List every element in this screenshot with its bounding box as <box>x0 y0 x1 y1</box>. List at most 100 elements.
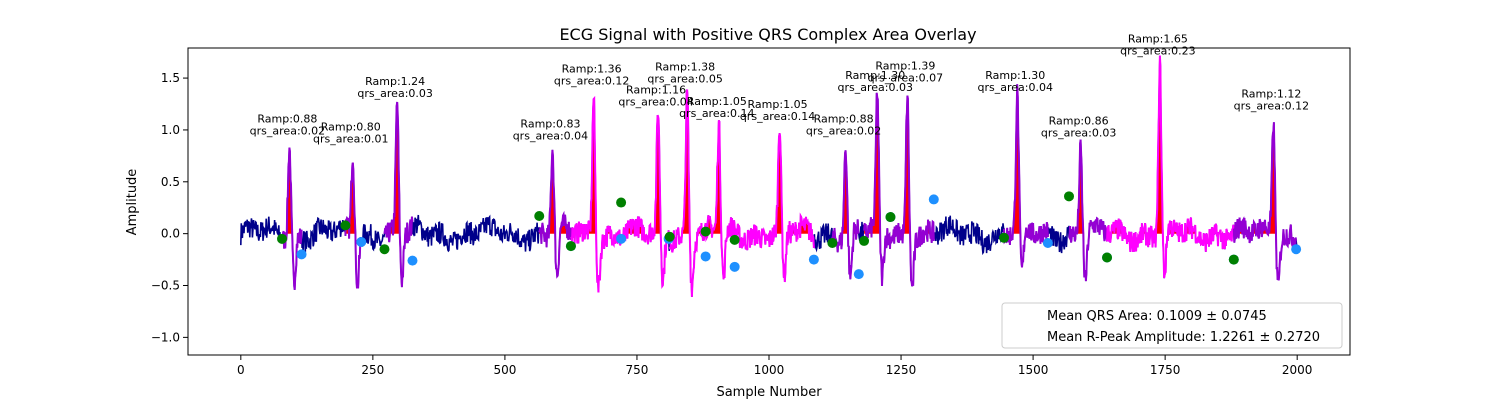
ramp-annotation-1: Ramp:0.80 <box>321 121 381 134</box>
qrs-area-annotation-13: qrs_area:0.03 <box>1041 126 1116 139</box>
x-tick-label-3: 750 <box>626 363 649 377</box>
qrs-offset-marker-1 <box>356 236 367 247</box>
qrs-offset-marker-7 <box>729 261 740 272</box>
y-tick-label-4: 1.0 <box>161 123 180 137</box>
y-tick-label-0: −1.0 <box>151 330 180 344</box>
qrs-offset-marker-4 <box>616 233 627 244</box>
qrs-onset-marker-11 <box>885 212 896 223</box>
qrs-area-annotation-8: qrs_area:0.14 <box>740 110 815 123</box>
ramp-annotation-3: Ramp:0.83 <box>520 118 580 131</box>
qrs-offset-marker-9 <box>853 269 864 280</box>
x-tick-label-6: 1500 <box>1018 363 1049 377</box>
qrs-onset-marker-12 <box>999 232 1010 243</box>
ramp-annotation-10: Ramp:1.30 <box>845 69 905 82</box>
qrs-area-fill-14 <box>1107 55 1224 234</box>
qrs-area-fill-12 <box>1004 84 1048 234</box>
axes: 0 250 500 750 1000 1250 1500 1750 2000 −1.0 −0.5 0.… <box>151 71 1313 377</box>
qrs-area-annotation-5: qrs_area:0.04 <box>618 95 693 108</box>
qrs-area-fill-15 <box>1233 122 1290 234</box>
qrs-onset-marker-6 <box>664 231 675 242</box>
qrs-onset-marker-14 <box>1102 252 1113 263</box>
x-tick-label-8: 2000 <box>1282 363 1313 377</box>
qrs-onset-marker-0 <box>277 233 288 244</box>
qrs-area-annotation-12: qrs_area:0.04 <box>978 81 1053 94</box>
qrs-offset-marker-6 <box>700 251 711 262</box>
qrs-offset-marker-0 <box>296 249 307 260</box>
qrs-segment-0 <box>281 147 303 290</box>
ramp-annotation-6: Ramp:1.38 <box>655 61 715 74</box>
qrs-area-annotation-14: qrs_area:0.23 <box>1120 45 1195 58</box>
ramp-annotation-12: Ramp:1.30 <box>985 69 1045 82</box>
ramp-annotation-7: Ramp:1.05 <box>687 95 747 108</box>
qrs-onset-marker-4 <box>565 241 576 252</box>
qrs-area-fill-10 <box>864 92 891 234</box>
ramp-annotation-9: Ramp:0.88 <box>814 112 874 125</box>
qrs-offset-marker-15 <box>1291 244 1302 255</box>
y-tick-label-3: 0.5 <box>161 175 180 189</box>
legend-mean-qrs-area: Mean QRS Area: 0.1009 ± 0.0745 <box>1047 309 1267 324</box>
qrs-onset-marker-1 <box>340 220 351 231</box>
qrs-segment-6 <box>668 89 707 297</box>
qrs-onset-marker-2 <box>379 244 390 255</box>
y-axis-label: Amplitude <box>125 169 140 236</box>
qrs-onset-marker-7 <box>700 226 711 237</box>
qrs-area-annotation-1: qrs_area:0.01 <box>313 133 388 146</box>
y-tick-label-5: 1.5 <box>161 71 180 85</box>
qrs-onset-marker-10 <box>859 235 870 246</box>
x-tick-label-1: 250 <box>361 363 384 377</box>
legend-mean-r-peak-amplitude: Mean R-Peak Amplitude: 1.2261 ± 0.2720 <box>1047 330 1320 345</box>
chart-title: ECG Signal with Positive QRS Complex Are… <box>559 25 976 44</box>
qrs-segment-3 <box>538 149 572 279</box>
ramp-annotation-15: Ramp:1.12 <box>1241 87 1301 100</box>
ramp-annotation-13: Ramp:0.86 <box>1049 114 1109 127</box>
qrs-area-annotation-6: qrs_area:0.05 <box>647 73 722 86</box>
qrs-area-fill-9 <box>832 150 859 234</box>
x-axis-label: Sample Number <box>716 385 822 400</box>
qrs-area-annotation-2: qrs_area:0.03 <box>357 87 432 100</box>
qrs-onset-marker-15 <box>1228 254 1239 265</box>
qrs-segment-12 <box>1003 84 1049 268</box>
ramp-annotation-4: Ramp:1.36 <box>562 63 622 76</box>
qrs-segment-15 <box>1232 122 1298 281</box>
y-tick-label-1: −0.5 <box>151 279 180 293</box>
legend: Mean QRS Area: 0.1009 ± 0.0745 Mean R-Pe… <box>1001 302 1343 349</box>
qrs-area-annotation-9: qrs_area:0.02 <box>806 124 881 137</box>
qrs-area-annotation-15: qrs_area:0.12 <box>1234 99 1309 112</box>
legend-box <box>1001 302 1343 349</box>
qrs-offset-marker-11 <box>928 194 939 205</box>
plot-area: Ramp:0.88qrs_area:0.02Ramp:0.80qrs_area:… <box>240 33 1309 297</box>
qrs-segment-14 <box>1106 55 1235 279</box>
qrs-offset-marker-8 <box>808 254 819 265</box>
ramp-annotation-2: Ramp:1.24 <box>365 75 425 88</box>
ramp-annotation-8: Ramp:1.05 <box>748 98 808 111</box>
x-tick-label-2: 500 <box>493 363 516 377</box>
qrs-onset-marker-5 <box>616 197 627 208</box>
qrs-offset-marker-12 <box>1042 237 1053 248</box>
qrs-segment-11 <box>889 95 935 287</box>
qrs-segment-8 <box>733 133 815 283</box>
qrs-area-annotation-4: qrs_area:0.12 <box>554 75 629 88</box>
qrs-onset-marker-9 <box>827 237 838 248</box>
qrs-area-fill-5 <box>621 115 664 234</box>
x-tick-label-0: 0 <box>237 363 245 377</box>
ramp-annotation-14: Ramp:1.65 <box>1128 33 1188 46</box>
qrs-area-fill-11 <box>890 95 934 234</box>
qrs-segment-2 <box>383 101 414 288</box>
qrs-segment-13 <box>1068 139 1108 282</box>
qrs-area-annotation-10: qrs_area:0.03 <box>838 81 913 94</box>
ramp-annotation-5: Ramp:1.16 <box>626 83 686 96</box>
qrs-onset-marker-13 <box>1064 191 1075 202</box>
x-tick-label-5: 1250 <box>886 363 917 377</box>
y-tick-label-2: 0.0 <box>161 227 180 241</box>
ramp-annotation-11: Ramp:1.39 <box>875 59 935 72</box>
x-tick-label-4: 1000 <box>754 363 785 377</box>
qrs-onset-marker-8 <box>729 234 740 245</box>
x-tick-label-7: 1750 <box>1150 363 1181 377</box>
qrs-area-annotation-11: qrs_area:0.07 <box>868 71 943 84</box>
qrs-onset-marker-3 <box>534 211 545 222</box>
qrs-segment-4 <box>570 95 623 293</box>
qrs-area-annotation-0: qrs_area:0.02 <box>250 124 325 137</box>
qrs-area-annotation-3: qrs_area:0.04 <box>513 130 588 143</box>
